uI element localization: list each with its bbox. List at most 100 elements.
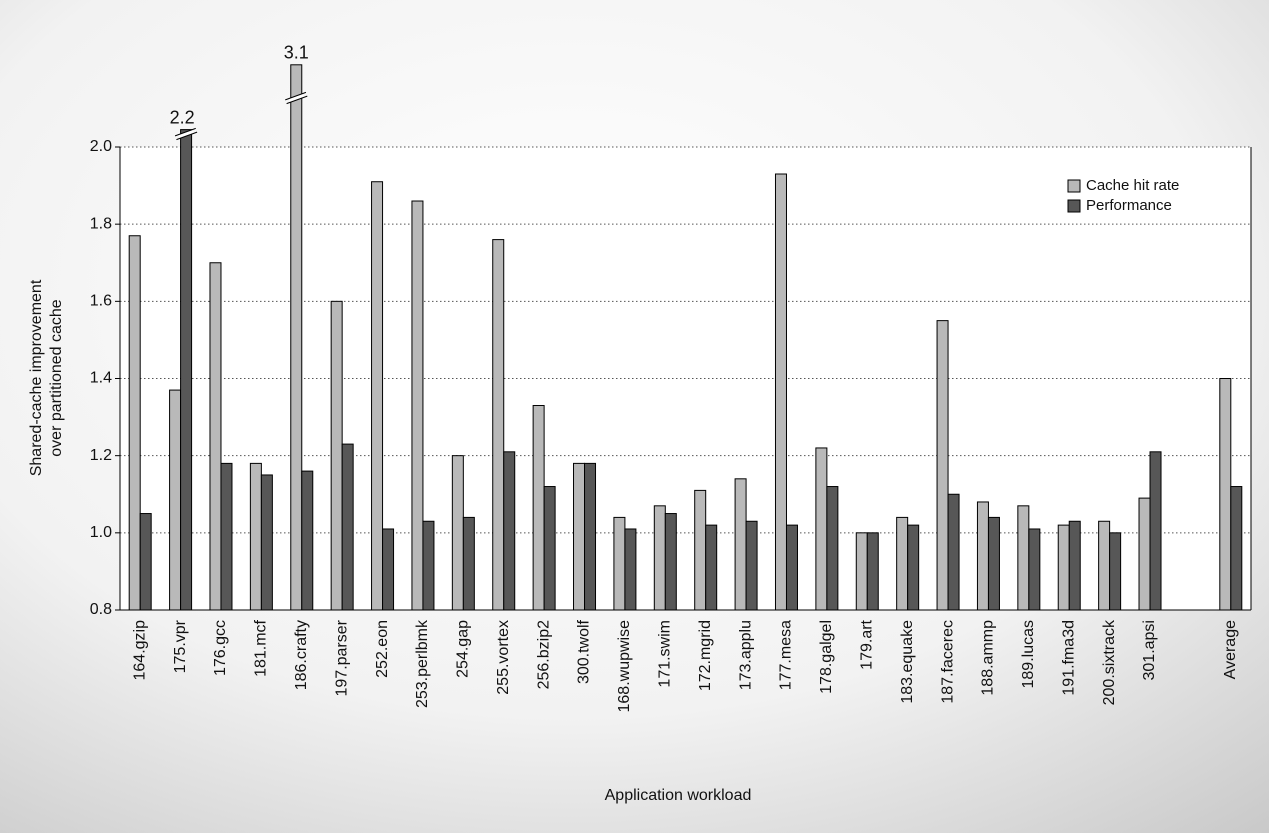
bar: [1017, 505, 1030, 611]
bar: [462, 516, 475, 611]
x-tick-label: 179.art: [858, 619, 875, 669]
x-tick-label: 176.gcc: [212, 620, 229, 676]
bar: [947, 493, 960, 611]
x-tick-label-group: 187.facerec: [939, 620, 956, 704]
bar: [532, 405, 545, 611]
bar: [128, 235, 141, 611]
x-tick-label-group: 191.fma3d: [1060, 620, 1077, 696]
bar: [987, 516, 1000, 611]
x-tick-label-group: 177.mesa: [778, 620, 795, 690]
x-tick-label-group: 181.mcf: [253, 619, 270, 676]
x-tick-label-group: 172.mgrid: [697, 620, 714, 691]
bar: [411, 200, 424, 611]
x-tick-label: 197.parser: [333, 619, 350, 696]
x-tick-label: 186.crafty: [293, 620, 310, 690]
x-tick-label-group: 254.gap: [455, 620, 472, 678]
bar: [543, 486, 556, 611]
x-tick-label-group: 179.art: [858, 619, 875, 669]
x-tick-label: 177.mesa: [778, 620, 795, 690]
bar: [290, 64, 303, 611]
x-axis-label: Application workload: [605, 787, 752, 804]
bar: [573, 462, 586, 611]
bar: [1028, 528, 1041, 611]
bar: [260, 474, 273, 611]
bar: [1230, 486, 1243, 611]
x-tick-label: 171.swim: [657, 620, 674, 688]
bar: [664, 513, 677, 611]
x-tick-label-group: 168.wupwise: [616, 620, 633, 713]
x-tick-label: 164.gzip: [131, 620, 148, 681]
bar: [815, 447, 828, 611]
axis-break: [285, 91, 307, 101]
bar: [624, 528, 637, 611]
x-tick-label: 187.facerec: [939, 620, 956, 704]
x-tick-label: 191.fma3d: [1060, 620, 1077, 696]
bar: [330, 300, 343, 611]
x-tick-label-group: 176.gcc: [212, 620, 229, 676]
bar: [382, 528, 395, 611]
value-label: 3.1: [284, 43, 309, 63]
bar: [220, 462, 233, 611]
y-axis-label-line: over partitioned cache: [48, 299, 65, 457]
bar: [169, 389, 182, 611]
y-tick-label: 2.0: [90, 138, 112, 155]
x-tick-label-group: 301.apsi: [1141, 620, 1158, 681]
bar: [907, 524, 920, 611]
bar: [422, 520, 435, 611]
axis-break: [288, 93, 304, 103]
x-tick-label-group: 173.applu: [737, 620, 754, 690]
x-tick-label-group: 256.bzip2: [535, 620, 552, 689]
x-tick-label-group: 178.galgel: [818, 620, 835, 694]
value-label: 2.2: [170, 107, 195, 127]
bar: [180, 129, 193, 611]
x-tick-label-group: 200.sixtrack: [1101, 619, 1118, 705]
bar: [785, 524, 798, 611]
x-tick-label-group: 253.perlbmk: [414, 619, 431, 708]
x-tick-label: Average: [1222, 620, 1239, 679]
bar: [451, 455, 464, 611]
x-tick-label: 188.ammp: [980, 620, 997, 696]
y-axis-label: Shared-cache improvement over partitione…: [28, 279, 65, 476]
x-tick-label: 178.galgel: [818, 620, 835, 694]
bar: [774, 173, 787, 611]
bar: [1138, 497, 1151, 611]
bar: [826, 486, 839, 611]
bar: [1068, 520, 1081, 611]
x-tick-label-group: 171.swim: [657, 620, 674, 688]
bar: [301, 470, 314, 611]
x-tick-label: 301.apsi: [1141, 620, 1158, 681]
x-tick-label: 175.vpr: [172, 619, 189, 673]
y-tick-label: 1.6: [90, 293, 112, 310]
axis-break: [174, 127, 196, 137]
bar: [613, 516, 626, 611]
x-tick-label-group: 197.parser: [333, 619, 350, 696]
axis-break: [178, 129, 194, 139]
x-tick-label-group: 164.gzip: [131, 620, 148, 681]
bar: [1109, 532, 1122, 611]
bar: [694, 489, 707, 611]
x-tick-label: 256.bzip2: [535, 620, 552, 689]
bar: [1149, 451, 1162, 611]
bar: [503, 451, 516, 611]
bar: [745, 520, 758, 611]
bar: [866, 532, 879, 611]
bar: [734, 478, 747, 611]
x-tick-label: 189.lucas: [1020, 620, 1037, 689]
axis-break: [286, 95, 308, 105]
legend-swatch: [1067, 199, 1081, 213]
bar: [1098, 520, 1111, 611]
bar: [855, 532, 868, 611]
x-tick-label: 173.applu: [737, 620, 754, 690]
legend-label: Performance: [1086, 197, 1172, 214]
bar: [249, 462, 262, 611]
x-tick-label: 181.mcf: [253, 619, 270, 676]
bar: [492, 239, 505, 611]
bar: [936, 320, 949, 611]
x-tick-label-group: 175.vpr: [172, 619, 189, 673]
x-tick-label: 254.gap: [455, 620, 472, 678]
y-tick-label: 1.0: [90, 524, 112, 541]
x-tick-label: 168.wupwise: [616, 620, 633, 713]
legend-label: Cache hit rate: [1086, 177, 1179, 194]
axis-break: [176, 131, 198, 141]
